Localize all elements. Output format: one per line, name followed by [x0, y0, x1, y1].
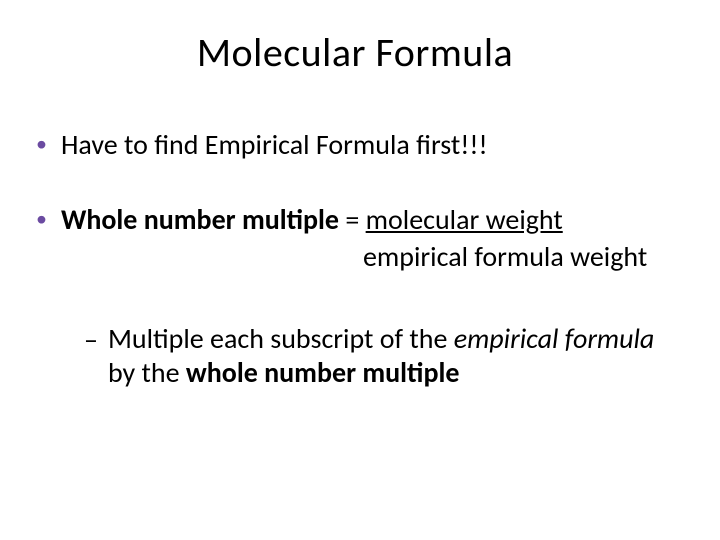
bullet-dash-icon: –: [84, 322, 98, 389]
sub-mid-text: by the: [108, 355, 186, 390]
fraction-denominator: empirical formula weight: [61, 239, 680, 274]
bullet-text-1: Have to find Empirical Formula first!!!: [61, 127, 680, 162]
slide: Molecular Formula • Have to find Empiric…: [0, 0, 720, 540]
bullet-dot-icon: •: [36, 127, 47, 162]
bullet-text-2: Whole number multiple = molecular weight…: [61, 202, 680, 274]
bullet-item-2: • Whole number multiple = molecular weig…: [36, 202, 680, 274]
equals-text: =: [339, 202, 366, 237]
empirical-formula-italic: empirical formula: [454, 321, 655, 356]
bullet-sub-item-1: – Multiple each subscript of the empiric…: [84, 322, 680, 389]
sub-pre-text: Multiple each subscript of the: [108, 321, 454, 356]
slide-title: Molecular Formula: [30, 28, 680, 77]
fraction-numerator: molecular weight: [366, 202, 563, 237]
bullet-sub-text-1: Multiple each subscript of the empirical…: [108, 322, 680, 389]
bullet-dot-icon: •: [36, 202, 47, 274]
whole-number-multiple-label: Whole number multiple: [61, 202, 339, 237]
whole-number-multiple-bold: whole number multiple: [186, 355, 460, 390]
bullet-item-1: • Have to find Empirical Formula first!!…: [36, 127, 680, 162]
